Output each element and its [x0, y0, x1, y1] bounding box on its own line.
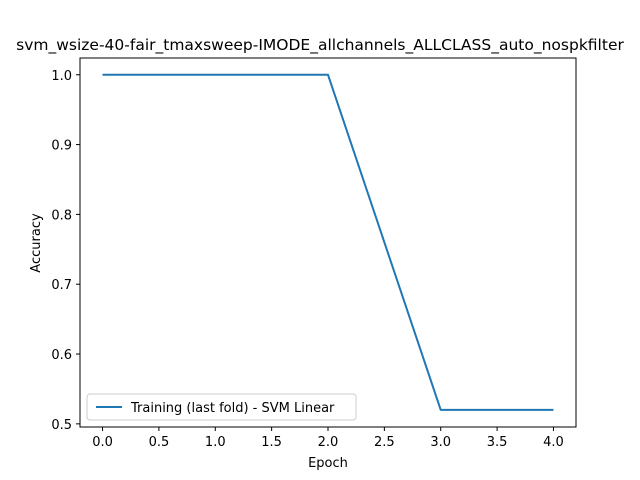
x-tick-label: 3.5: [487, 435, 508, 450]
y-tick-label: 0.8: [51, 208, 72, 223]
x-tick-label: 4.0: [543, 435, 564, 450]
x-tick-label: 2.0: [318, 435, 339, 450]
legend: Training (last fold) - SVM Linear: [86, 393, 357, 421]
x-tick-label: 0.0: [92, 435, 113, 450]
legend-label: Training (last fold) - SVM Linear: [130, 401, 335, 416]
plot-area: [79, 57, 577, 428]
y-tick-label: 0.9: [51, 139, 72, 154]
y-tick-label: 1.0: [51, 69, 72, 84]
y-axis-label: Accuracy: [29, 213, 44, 273]
x-tick-label: 0.5: [149, 435, 170, 450]
y-axis-ticks: 0.5 0.6 0.7 0.8 0.9 1.0: [51, 69, 80, 433]
x-tick-label: 3.0: [430, 435, 451, 450]
axes-frame: [79, 57, 577, 428]
y-tick-label: 0.5: [51, 418, 72, 433]
y-tick-label: 0.7: [51, 278, 72, 293]
x-tick-label: 2.5: [374, 435, 395, 450]
x-tick-label: 1.0: [205, 435, 226, 450]
series-line-0: [102, 73, 554, 411]
legend-box: [86, 393, 357, 421]
x-axis-ticks: 0.0 0.5 1.0 1.5 2.0 2.5 3.0 3.5 4.0: [92, 427, 564, 450]
series-layer: [102, 73, 554, 411]
x-tick-label: 1.5: [261, 435, 282, 450]
x-axis-label: Epoch: [308, 456, 348, 471]
chart-title: svm_wsize-40-fair_tmaxsweep-IMODE_allcha…: [16, 36, 624, 55]
y-tick-label: 0.6: [51, 348, 72, 363]
